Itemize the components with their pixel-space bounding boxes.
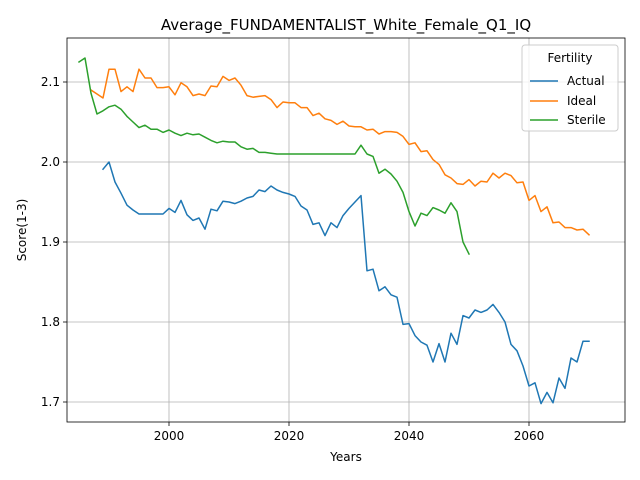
y-tick-label: 1.9 [41,235,60,249]
y-tick-label: 2.0 [41,155,60,169]
series-line-ideal [89,68,591,236]
legend-label-actual: Actual [567,74,605,88]
series-line-sterile [77,57,471,256]
y-tick-label: 1.7 [41,395,60,409]
x-tick-label: 2040 [394,429,425,443]
legend-item-sterile: Sterile [530,113,606,127]
legend: Fertility Actual Ideal Sterile [521,44,619,132]
axis-ticks: 2000 2020 2040 2060 1.7 1.8 1.9 2.0 2.1 [41,75,544,443]
plot-frame [66,37,626,423]
legend-label-ideal: Ideal [567,94,596,108]
x-tick-label: 2060 [514,429,545,443]
legend-item-actual: Actual [530,74,605,88]
legend-box [521,44,619,132]
legend-label-sterile: Sterile [567,113,606,127]
legend-title: Fertility [547,51,592,65]
y-tick-label: 1.8 [41,315,60,329]
series-line-actual [101,161,590,405]
series-lines [77,57,591,405]
y-tick-label: 2.1 [41,75,60,89]
x-axis-label: Years [329,450,362,464]
y-axis-label: Score(1-3) [15,199,29,262]
legend-item-ideal: Ideal [530,94,596,108]
x-tick-label: 2000 [154,429,185,443]
x-tick-label: 2020 [274,429,305,443]
chart-title: Average_FUNDAMENTALIST_White_Female_Q1_I… [161,16,531,35]
